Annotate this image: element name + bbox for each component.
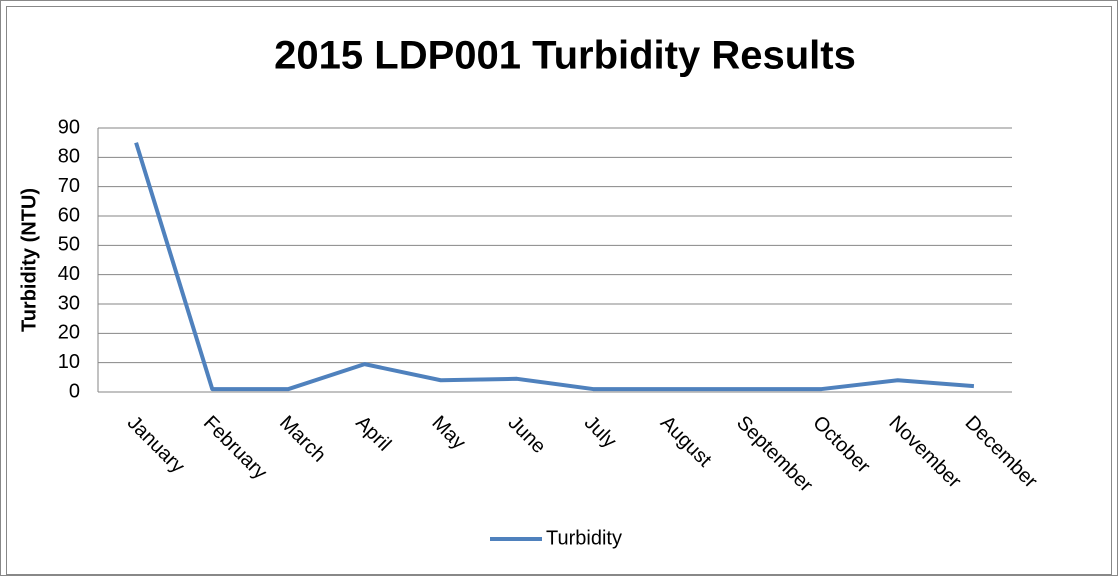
y-tick-label: 20 <box>58 322 80 344</box>
y-tick-label: 70 <box>58 175 80 197</box>
y-tick-label: 60 <box>58 204 80 226</box>
y-tick-label: 30 <box>58 292 80 314</box>
y-axis-label: Turbidity (NTU) <box>18 188 40 332</box>
data-line <box>134 142 975 392</box>
y-tick-label: 0 <box>69 380 80 402</box>
y-tick-label: 80 <box>58 146 80 168</box>
y-tick-label: 90 <box>58 116 80 138</box>
chart-title: 2015 LDP001 Turbidity Results <box>274 34 856 78</box>
y-tick-label: 10 <box>58 351 80 373</box>
legend-label: Turbidity <box>546 527 622 549</box>
y-tick-label: 50 <box>58 234 80 256</box>
chart-frame <box>6 6 1112 575</box>
y-tick-label: 40 <box>58 263 80 285</box>
